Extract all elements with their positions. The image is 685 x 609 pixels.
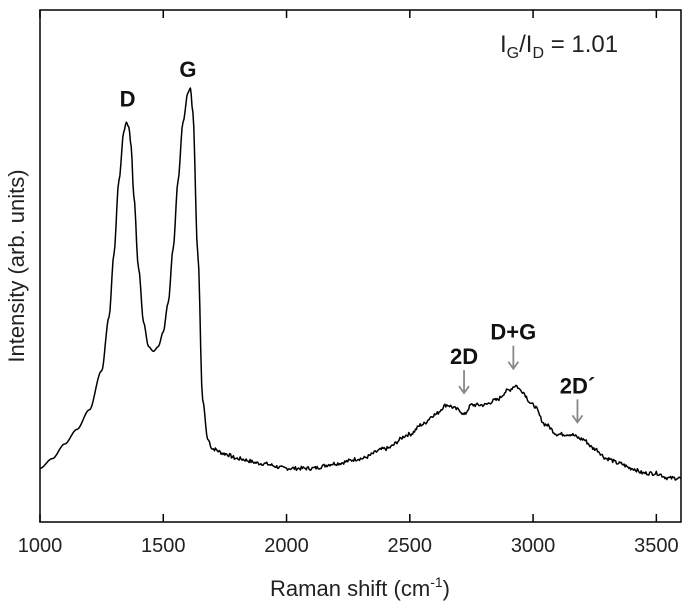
peak-label: D	[120, 86, 136, 111]
peak-annotations: D G 2D D+G 2D´	[120, 57, 595, 424]
x-tick-label: 2500	[388, 535, 433, 557]
ratio-annotation: IG/ID = 1.01	[500, 31, 618, 62]
x-tick-label: 1500	[141, 535, 186, 557]
y-axis-title: Intensity (arb. units)	[4, 169, 29, 362]
peak-arrow	[571, 399, 584, 424]
peak-arrow	[507, 345, 520, 371]
peak-arrow	[458, 370, 470, 395]
x-tick-label: 1000	[18, 535, 63, 557]
x-axis-tick-labels: 1000 1500 2000 2500 3000 3500	[18, 535, 679, 557]
spectrum-line	[39, 87, 682, 481]
x-tick-label: 2000	[264, 535, 309, 557]
x-tick-label: 3500	[634, 535, 679, 557]
x-axis-ticks	[39, 10, 658, 522]
x-axis-title: Raman shift (cm-1)	[270, 574, 450, 601]
peak-label: 2D´	[560, 373, 595, 398]
peak-label: 2D	[450, 344, 478, 369]
plot-frame	[39, 9, 682, 523]
peak-label: G	[179, 57, 196, 82]
peak-label: D+G	[490, 320, 536, 345]
x-tick-label: 3000	[511, 535, 556, 557]
